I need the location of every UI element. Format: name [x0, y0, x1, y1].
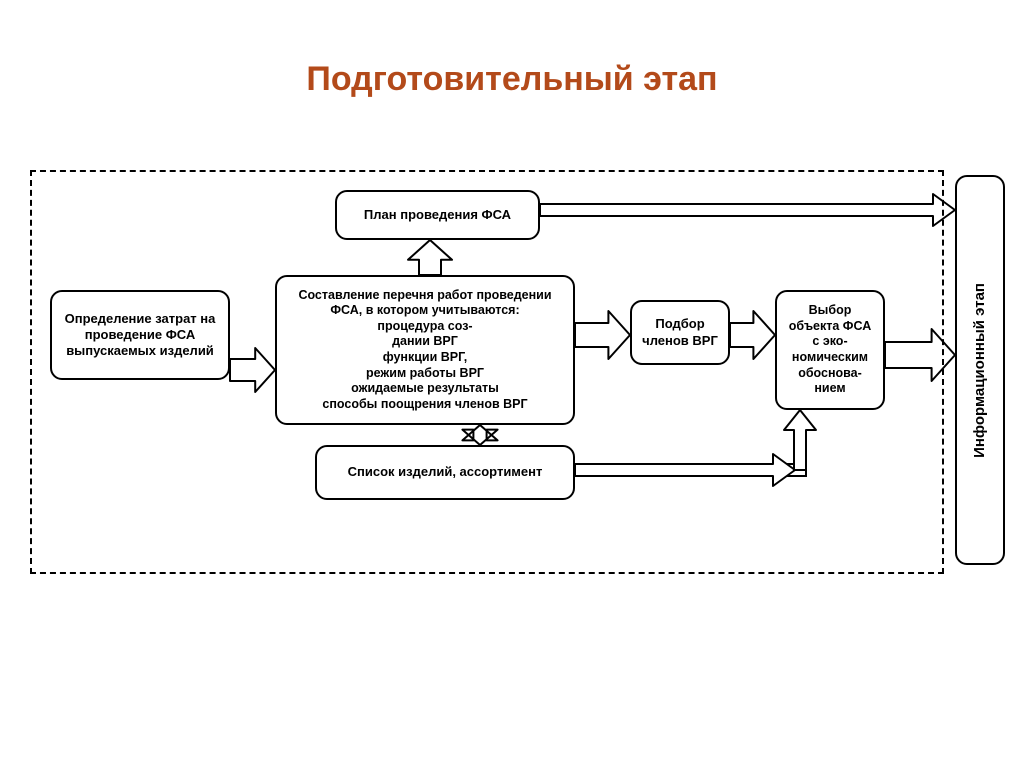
- page-title: Подготовительный этап: [0, 60, 1024, 99]
- flow-node-label: Составление перечня работ проведении ФСА…: [285, 288, 565, 413]
- flow-node-label: Выбор объекта ФСА с эко- номическим обос…: [785, 303, 875, 397]
- flow-node-n6: Выбор объекта ФСА с эко- номическим обос…: [775, 290, 885, 410]
- flow-node-label: Определение затрат на проведение ФСА вып…: [60, 311, 220, 360]
- flow-node-n2: Составление перечня работ проведении ФСА…: [275, 275, 575, 425]
- flow-node-label: Список изделий, ассортимент: [348, 464, 543, 480]
- flow-node-n1: Определение затрат на проведение ФСА вып…: [50, 290, 230, 380]
- flow-node-label: План проведения ФСА: [364, 207, 511, 223]
- flow-node-n5: Подбор членов ВРГ: [630, 300, 730, 365]
- flow-node-n3: План проведения ФСА: [335, 190, 540, 240]
- flow-node-label: Подбор членов ВРГ: [640, 316, 720, 349]
- flow-node-n4: Список изделий, ассортимент: [315, 445, 575, 500]
- flow-node-n7: Информационный этап: [955, 175, 1005, 565]
- flow-node-label: Информационный этап: [971, 283, 990, 458]
